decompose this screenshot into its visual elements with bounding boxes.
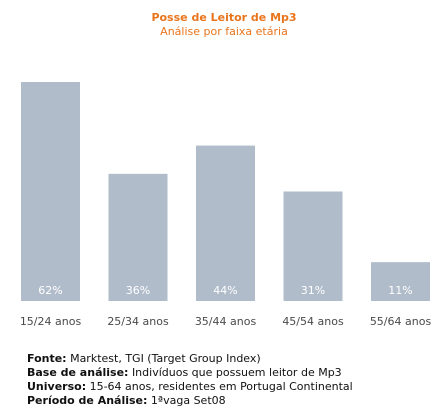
footer-period-value: 1ªvaga Set08 [150, 394, 226, 407]
category-label-1: 25/34 anos [107, 315, 169, 328]
footer-source-label: Fonte: [27, 352, 67, 365]
footer-period-label: Período de Análise: [27, 394, 148, 407]
footer-base-label: Base de análise: [27, 366, 129, 379]
category-label-2: 35/44 anos [195, 315, 257, 328]
category-label-4: 55/64 anos [370, 315, 432, 328]
bar-value-label-1: 36% [126, 284, 150, 297]
bar-chart: 62% 15/24 anos 36% 25/34 anos 44% 35/44 anos 3… [20, 82, 432, 328]
bar-3 [283, 191, 343, 301]
chart-subtitle: Análise por faixa etária [160, 25, 288, 38]
footer-universe-value: 15-64 anos, residentes em Portugal Conti… [89, 380, 353, 393]
footer-universe: Universo: 15-64 anos, residentes em Port… [27, 380, 353, 394]
footer-base: Base de análise: Indivíduos que possuem … [27, 366, 353, 380]
bar-1 [108, 173, 168, 301]
footer-universe-label: Universo: [27, 380, 87, 393]
chart-footer: Fonte: Marktest, TGI (Target Group Index… [27, 352, 353, 408]
bar-value-label-4: 11% [388, 284, 412, 297]
footer-source: Fonte: Marktest, TGI (Target Group Index… [27, 352, 353, 366]
bar-4 [371, 262, 430, 301]
category-label-0: 15/24 anos [20, 315, 82, 328]
chart-title: Posse de Leitor de Mp3 [151, 11, 297, 24]
bar-value-label-3: 31% [301, 284, 325, 297]
category-label-3: 45/54 anos [282, 315, 344, 328]
bar-2 [196, 145, 255, 301]
footer-source-value: Marktest, TGI (Target Group Index) [70, 352, 261, 365]
bar-value-label-2: 44% [213, 284, 237, 297]
footer-base-value: Indivíduos que possuem leitor de Mp3 [131, 366, 342, 379]
bar-value-label-0: 62% [38, 284, 62, 297]
footer-period: Período de Análise: 1ªvaga Set08 [27, 394, 353, 408]
bar-0 [21, 82, 80, 301]
